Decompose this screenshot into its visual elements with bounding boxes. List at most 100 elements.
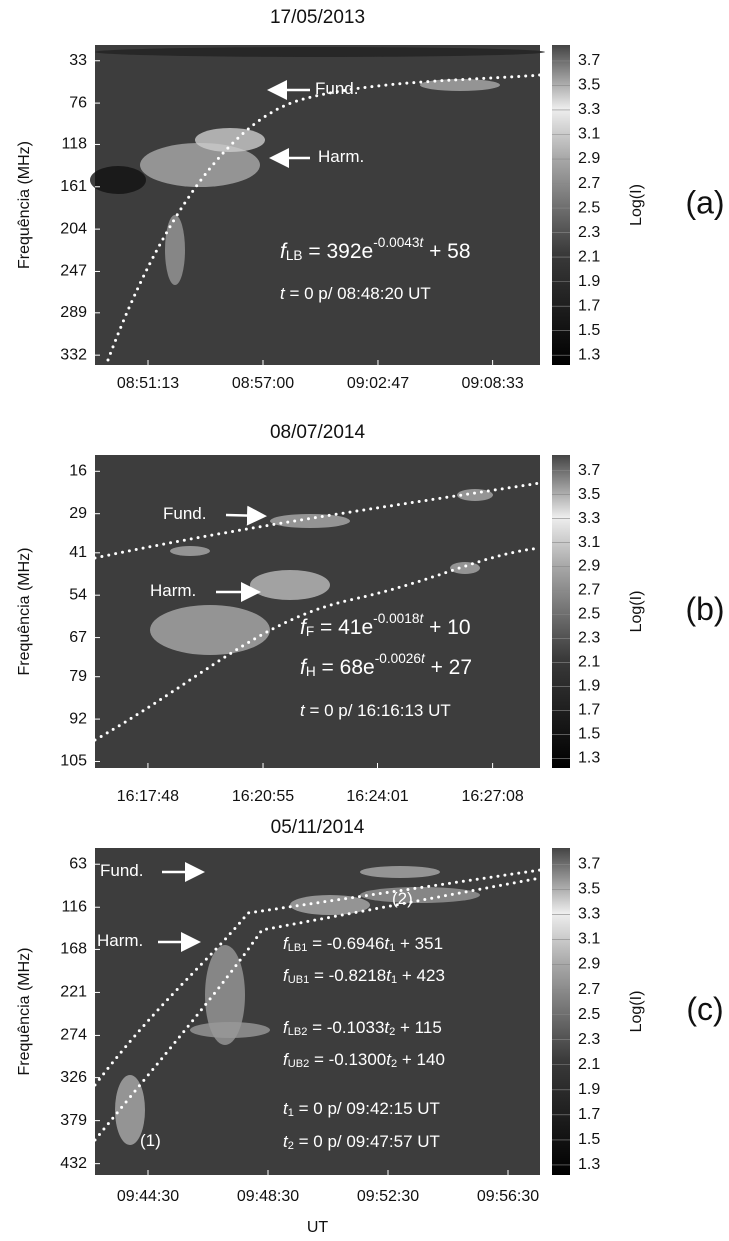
colorbar-tick-label: 2.7 bbox=[578, 582, 600, 599]
x-tick-label: 16:24:01 bbox=[346, 788, 408, 805]
annotation-segment: f bbox=[283, 1050, 290, 1069]
annotation: fUB2 = -0.1300t2 + 140 bbox=[283, 1050, 445, 1070]
y-tick-label: 63 bbox=[69, 855, 87, 872]
y-axis-label: Frequência (MHz) bbox=[16, 547, 33, 675]
annotation: fH = 68e-0.0026t + 27 bbox=[300, 651, 472, 679]
colorbar bbox=[552, 45, 570, 365]
annotation-segment: + 27 bbox=[425, 656, 472, 679]
annotation-segment: t bbox=[421, 651, 426, 666]
annotation-segment: f bbox=[283, 966, 290, 985]
y-tick-label: 29 bbox=[69, 505, 87, 522]
y-tick-label: 432 bbox=[60, 1155, 87, 1172]
colorbar-tick-label: 2.9 bbox=[578, 956, 600, 973]
colorbar-tick-label: 3.3 bbox=[578, 906, 600, 923]
y-tick-label: 274 bbox=[60, 1027, 87, 1044]
annotation-segment: (2) bbox=[392, 889, 413, 908]
colorbar-tick-label: 2.5 bbox=[578, 1006, 600, 1023]
panel-label: (c) bbox=[686, 991, 723, 1027]
annotation-segment: Fund. bbox=[100, 861, 143, 880]
emission bbox=[360, 887, 480, 903]
x-tick-label: 09:56:30 bbox=[477, 1188, 539, 1205]
colorbar-tick-label: 1.7 bbox=[578, 297, 600, 314]
x-tick-label: 09:48:30 bbox=[237, 1188, 299, 1205]
y-tick-label: 332 bbox=[60, 346, 87, 363]
annotation-segment: = -0.1300 bbox=[309, 1050, 386, 1069]
annotation-segment: = 68e bbox=[316, 656, 375, 679]
annotation-segment: Harm. bbox=[97, 931, 143, 950]
y-axis-label: Frequência (MHz) bbox=[16, 141, 33, 269]
colorbar-tick-label: 2.9 bbox=[578, 150, 600, 167]
y-tick-label: 33 bbox=[69, 52, 87, 69]
annotation-segment: + 10 bbox=[423, 616, 470, 639]
colorbar-tick-label: 1.5 bbox=[578, 726, 600, 743]
emission bbox=[115, 1075, 145, 1145]
annotation-segment: Fund. bbox=[315, 79, 358, 98]
emission bbox=[195, 128, 265, 152]
y-tick-label: 161 bbox=[60, 178, 87, 195]
annotation-segment: + 58 bbox=[423, 240, 470, 263]
annotation: t = 0 p/ 16:16:13 UT bbox=[300, 701, 451, 720]
y-tick-label: 105 bbox=[60, 753, 87, 770]
annotation: t = 0 p/ 08:48:20 UT bbox=[280, 284, 431, 303]
colorbar bbox=[552, 848, 570, 1175]
colorbar-tick-label: 2.7 bbox=[578, 981, 600, 998]
annotation-segment: 1 bbox=[389, 942, 395, 954]
annotation-segment: + 115 bbox=[395, 1018, 441, 1037]
x-tick-label: 09:44:30 bbox=[117, 1188, 179, 1205]
colorbar-label: Log(I) bbox=[628, 184, 645, 226]
colorbar-tick-label: 1.3 bbox=[578, 750, 600, 767]
chart-title: 08/07/2014 bbox=[270, 422, 366, 443]
colorbar-tick-label: 1.7 bbox=[578, 702, 600, 719]
panel-label: (b) bbox=[685, 591, 724, 627]
x-tick-label: 08:51:13 bbox=[117, 375, 179, 392]
chart-title: 17/05/2013 bbox=[270, 7, 365, 28]
annotation-segment: t bbox=[283, 1099, 289, 1118]
annotation: Fund. bbox=[163, 504, 206, 523]
emission bbox=[140, 143, 260, 187]
spectrogram bbox=[95, 455, 540, 768]
colorbar-tick-label: 2.3 bbox=[578, 224, 600, 241]
y-tick-label: 92 bbox=[69, 710, 87, 727]
annotation-segment: = -0.1033 bbox=[307, 1018, 384, 1037]
emission bbox=[360, 866, 440, 878]
fit-curve bbox=[106, 73, 542, 362]
annotation-segment: t bbox=[419, 611, 424, 626]
colorbar-tick-label: 2.1 bbox=[578, 654, 600, 671]
x-tick-label: 09:02:47 bbox=[347, 375, 409, 392]
colorbar-tick-label: 3.3 bbox=[578, 101, 600, 118]
colorbar-tick-label: 3.3 bbox=[578, 510, 600, 527]
emission bbox=[457, 489, 493, 501]
panel-label: (a) bbox=[685, 184, 724, 220]
annotation-segment: t bbox=[386, 1050, 392, 1069]
annotation-segment: UB1 bbox=[288, 974, 310, 986]
annotation-segment: LB1 bbox=[288, 942, 308, 954]
annotation-segment: + 351 bbox=[395, 934, 443, 953]
emission bbox=[290, 895, 370, 915]
y-tick-label: 79 bbox=[69, 668, 87, 685]
annotation: fLB2 = -0.1033t2 + 115 bbox=[283, 1018, 442, 1038]
annotation-segment: t bbox=[283, 1132, 289, 1151]
annotation: Harm. bbox=[97, 931, 143, 950]
x-tick-label: 09:08:33 bbox=[461, 375, 523, 392]
colorbar-tick-label: 3.7 bbox=[578, 52, 600, 69]
emission bbox=[90, 166, 146, 194]
annotation-segment: -0.0018 bbox=[373, 611, 419, 626]
colorbar-label: Log(I) bbox=[628, 991, 645, 1033]
annotation: fLB1 = -0.6946t1 + 351 bbox=[283, 934, 443, 954]
y-tick-label: 118 bbox=[61, 136, 87, 153]
annotation-segment: 2 bbox=[389, 1026, 395, 1038]
emission bbox=[190, 1022, 270, 1038]
annotation: fF = 41e-0.0018t + 10 bbox=[300, 611, 471, 639]
annotation-segment: = 392e bbox=[303, 240, 374, 263]
colorbar-tick-label: 3.1 bbox=[578, 534, 600, 551]
x-axis-label: UT bbox=[307, 1219, 329, 1236]
annotation-segment: = 0 p/ 09:42:15 UT bbox=[294, 1099, 440, 1118]
arrow bbox=[225, 505, 267, 526]
annotation-segment: 1 bbox=[288, 1107, 294, 1119]
x-tick-label: 08:57:00 bbox=[232, 375, 294, 392]
y-tick-label: 326 bbox=[60, 1069, 87, 1086]
colorbar-tick-label: 1.9 bbox=[578, 1081, 600, 1098]
annotation-segment: = 0 p/ 16:16:13 UT bbox=[305, 701, 451, 720]
annotation: Fund. bbox=[315, 79, 358, 98]
emission bbox=[450, 562, 480, 574]
